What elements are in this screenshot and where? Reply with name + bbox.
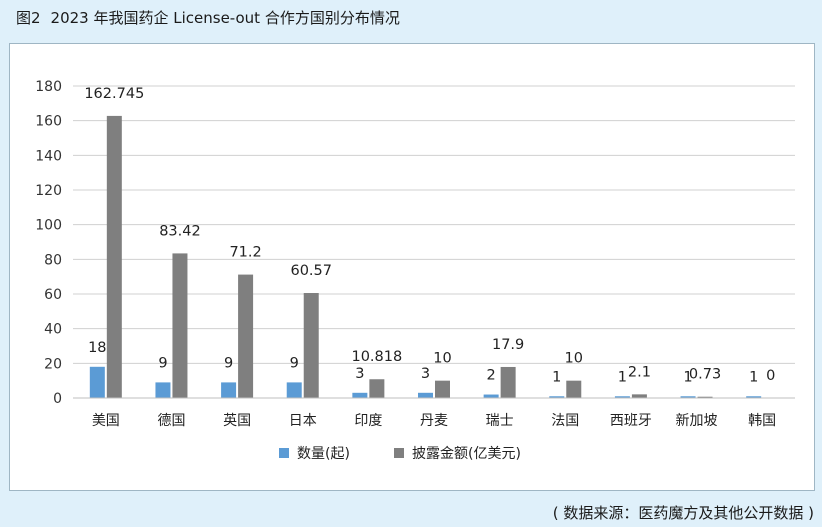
- x-tick-label: 日本: [289, 413, 317, 429]
- data-label: 2: [487, 368, 496, 384]
- bar: [435, 380, 450, 398]
- data-label: 10: [565, 351, 583, 367]
- data-label: 10: [433, 351, 451, 367]
- data-label: 0.73: [689, 367, 721, 383]
- figure-label: 图2: [16, 9, 41, 27]
- data-label: 9: [224, 355, 233, 371]
- data-label: 71.2: [229, 245, 261, 261]
- chart-container: 0 20 40 60 80 100 120 140 160 180 18 162.745 美国 9 83.4…: [9, 43, 815, 491]
- bar: [238, 274, 254, 398]
- y-tick-label: 100: [35, 218, 62, 234]
- data-label: 1: [552, 369, 561, 385]
- data-label: 18: [88, 340, 106, 356]
- data-label: 83.42: [159, 223, 201, 239]
- x-tick-label: 瑞士: [486, 413, 514, 429]
- y-tick-label: 180: [35, 79, 62, 95]
- bar-chart: 02040608010012014016018018162.745美国983.4…: [35, 79, 795, 462]
- y-tick-label: 0: [53, 391, 62, 407]
- legend-swatch: [394, 448, 404, 458]
- y-tick-label: 40: [44, 322, 62, 338]
- bar: [746, 396, 762, 398]
- y-tick-label: 120: [35, 183, 62, 199]
- data-source-note: ( 数据来源：医药魔方及其他公开数据 ): [552, 504, 814, 522]
- x-tick-label: 美国: [92, 413, 120, 429]
- y-tick-label: 160: [35, 114, 62, 130]
- legend-label: 数量(起): [297, 446, 350, 462]
- y-tick-label: 80: [44, 252, 62, 268]
- x-tick-label: 印度: [354, 413, 382, 429]
- data-label: 60.57: [290, 263, 332, 279]
- x-tick-label: 德国: [157, 413, 185, 429]
- bar: [303, 293, 319, 398]
- x-tick-label: 丹麦: [420, 413, 448, 429]
- data-label: 9: [158, 355, 167, 371]
- data-label: 9: [290, 355, 299, 371]
- bar: [89, 366, 105, 398]
- y-tick-label: 20: [44, 356, 62, 372]
- data-label: 1: [618, 369, 627, 385]
- data-label: 3: [355, 366, 364, 382]
- bar: [680, 396, 696, 398]
- data-label: 0: [766, 368, 775, 384]
- bar: [614, 396, 630, 398]
- bar: [172, 253, 188, 398]
- x-tick-label: 西班牙: [610, 413, 652, 429]
- legend-swatch: [279, 448, 289, 458]
- bar: [106, 115, 122, 399]
- bar: [483, 394, 499, 398]
- bar: [631, 394, 647, 398]
- figure-title: 图2 2023 年我国药企 License-out 合作方国别分布情况: [10, 7, 400, 28]
- bar: [369, 379, 385, 398]
- data-label: 2.1: [628, 364, 651, 380]
- figure-title-text: 2023 年我国药企 License-out 合作方国别分布情况: [50, 9, 400, 27]
- data-label: 10.818: [351, 349, 402, 365]
- bar: [566, 380, 582, 398]
- legend-label: 披露金额(亿美元): [412, 446, 521, 462]
- x-tick-label: 新加坡: [676, 413, 718, 429]
- bar: [500, 366, 516, 398]
- y-tick-label: 140: [35, 148, 62, 164]
- bar: [286, 382, 302, 398]
- y-tick-label: 60: [44, 287, 62, 303]
- x-tick-label: 韩国: [748, 413, 776, 429]
- data-label: 17.9: [492, 337, 524, 353]
- x-tick-label: 法国: [551, 413, 579, 429]
- bar: [697, 396, 713, 398]
- data-label: 1: [749, 369, 758, 385]
- bar: [549, 396, 565, 398]
- data-label: 162.745: [84, 86, 144, 102]
- data-label: 1: [683, 369, 692, 385]
- x-tick-label: 英国: [223, 412, 251, 429]
- data-label: 3: [421, 366, 430, 382]
- bar: [418, 392, 433, 398]
- bar: [155, 382, 171, 398]
- bar: [221, 382, 237, 398]
- bar: [352, 392, 368, 398]
